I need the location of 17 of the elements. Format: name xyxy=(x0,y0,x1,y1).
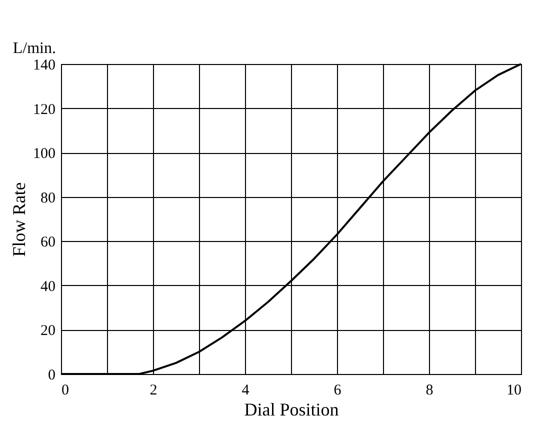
text: L/min. xyxy=(12,40,56,57)
x-tick-label: 6 xyxy=(334,382,342,398)
x-tick-label: 4 xyxy=(242,382,250,398)
y-tick-label: 80 xyxy=(40,190,56,206)
x-tick-label: 2 xyxy=(150,382,158,398)
x-tick-label: 8 xyxy=(426,382,434,398)
y-axis-title: Flow Rate xyxy=(9,182,29,257)
x-axis-title: Dial Position xyxy=(244,400,339,420)
x-tick-label: 0 xyxy=(62,382,69,398)
y-tick-label: 120 xyxy=(33,102,56,118)
y-tick-label: 100 xyxy=(33,146,56,162)
y-tick-label: 0 xyxy=(48,368,56,384)
y-tick-label: 40 xyxy=(40,278,56,295)
y-tick-label: 140 xyxy=(33,58,56,74)
y-tick-label: 60 xyxy=(40,234,56,251)
x-tick-label: 10 xyxy=(506,382,522,398)
y-tick-label: 20 xyxy=(40,323,56,340)
